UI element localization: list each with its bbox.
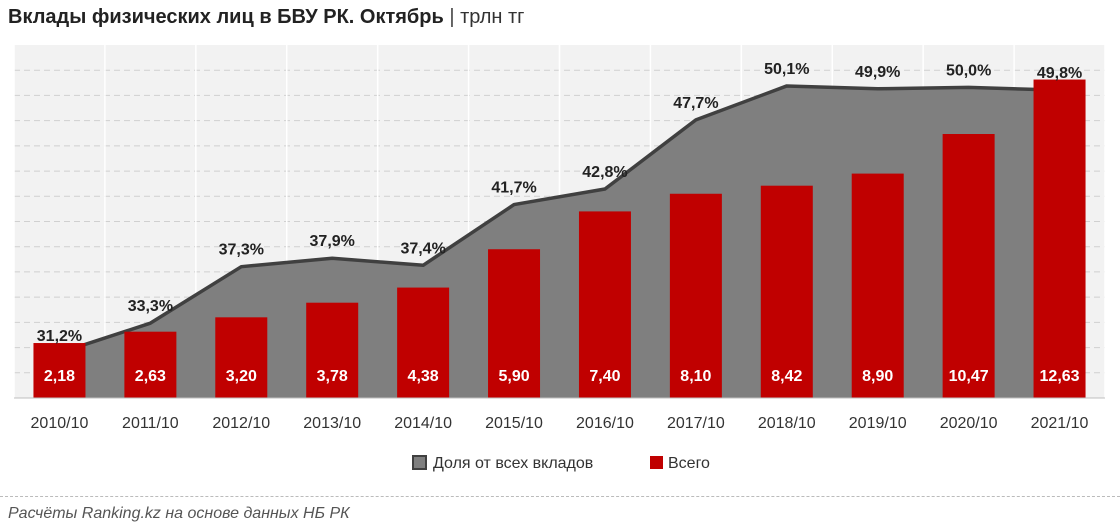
legend-label-total: Всего — [668, 455, 710, 472]
share-value-label: 50,1% — [764, 61, 809, 78]
bar-value-label: 8,42 — [771, 368, 802, 385]
x-tick-label: 2015/10 — [485, 415, 543, 432]
share-value-label: 50,0% — [946, 62, 991, 79]
x-tick-label: 2012/10 — [212, 415, 270, 432]
bar-value-label: 3,20 — [226, 368, 257, 385]
share-value-label: 33,3% — [128, 298, 173, 315]
bar-value-label: 12,63 — [1040, 368, 1080, 385]
bar — [124, 331, 177, 398]
legend-swatch-total — [650, 456, 663, 469]
x-tick-label: 2014/10 — [394, 415, 452, 432]
bar — [33, 343, 86, 398]
bar — [488, 249, 541, 398]
bar — [942, 134, 995, 399]
chart-title-main: Вклады физических лиц в БВУ РК. Октябрь — [8, 6, 444, 28]
title-unit: трлн тг — [460, 6, 525, 28]
bar-value-label: 2,18 — [44, 368, 75, 385]
bar — [669, 193, 722, 398]
x-tick-label: 2020/10 — [940, 415, 998, 432]
share-value-label: 47,7% — [673, 95, 718, 112]
bar — [215, 317, 268, 398]
share-value-label: 49,8% — [1037, 65, 1082, 82]
x-tick-label: 2018/10 — [758, 415, 816, 432]
bar-value-label: 3,78 — [317, 368, 348, 385]
bar — [397, 287, 450, 398]
x-tick-label: 2016/10 — [576, 415, 634, 432]
bar-value-label: 8,90 — [862, 368, 893, 385]
share-value-label: 42,8% — [582, 164, 627, 181]
share-value-label: 41,7% — [491, 180, 536, 197]
share-value-label: 37,3% — [219, 242, 264, 259]
share-value-label: 49,9% — [855, 64, 900, 81]
bar — [851, 173, 904, 398]
bar-value-label: 2,63 — [135, 368, 166, 385]
bar-value-label: 7,40 — [589, 368, 620, 385]
share-value-label: 31,2% — [37, 328, 82, 345]
chart-title: Вклады физических лиц в БВУ РК. Октябрь … — [8, 6, 524, 29]
x-tick-label: 2019/10 — [849, 415, 907, 432]
bar — [760, 185, 813, 398]
source-note: Расчёты Ranking.kz на основе данных НБ Р… — [8, 505, 350, 522]
bar-value-label: 10,47 — [949, 368, 989, 385]
bar — [306, 302, 359, 398]
bar — [1033, 79, 1086, 398]
x-tick-label: 2010/10 — [31, 415, 89, 432]
bar — [578, 211, 631, 398]
share-value-label: 37,4% — [400, 240, 445, 257]
x-tick-label: 2021/10 — [1031, 415, 1089, 432]
x-tick-label: 2011/10 — [122, 415, 179, 432]
bar-value-label: 5,90 — [498, 368, 529, 385]
chart: 2,18 2,63 3,20 3,78 4,38 5,90 7,40 8,10 8,42 8,90… — [13, 45, 1106, 472]
title-separator: | — [449, 6, 455, 28]
bar-value-label: 8,10 — [680, 368, 711, 385]
share-value-label: 37,9% — [310, 233, 355, 250]
legend-swatch-share — [412, 455, 427, 470]
x-tick-label: 2017/10 — [667, 415, 725, 432]
bar-value-label: 4,38 — [408, 368, 439, 385]
legend-label-share: Доля от всех вкладов — [433, 455, 593, 472]
share-line — [58, 84, 1060, 355]
x-tick-label: 2013/10 — [303, 415, 361, 432]
divider — [0, 496, 1120, 497]
